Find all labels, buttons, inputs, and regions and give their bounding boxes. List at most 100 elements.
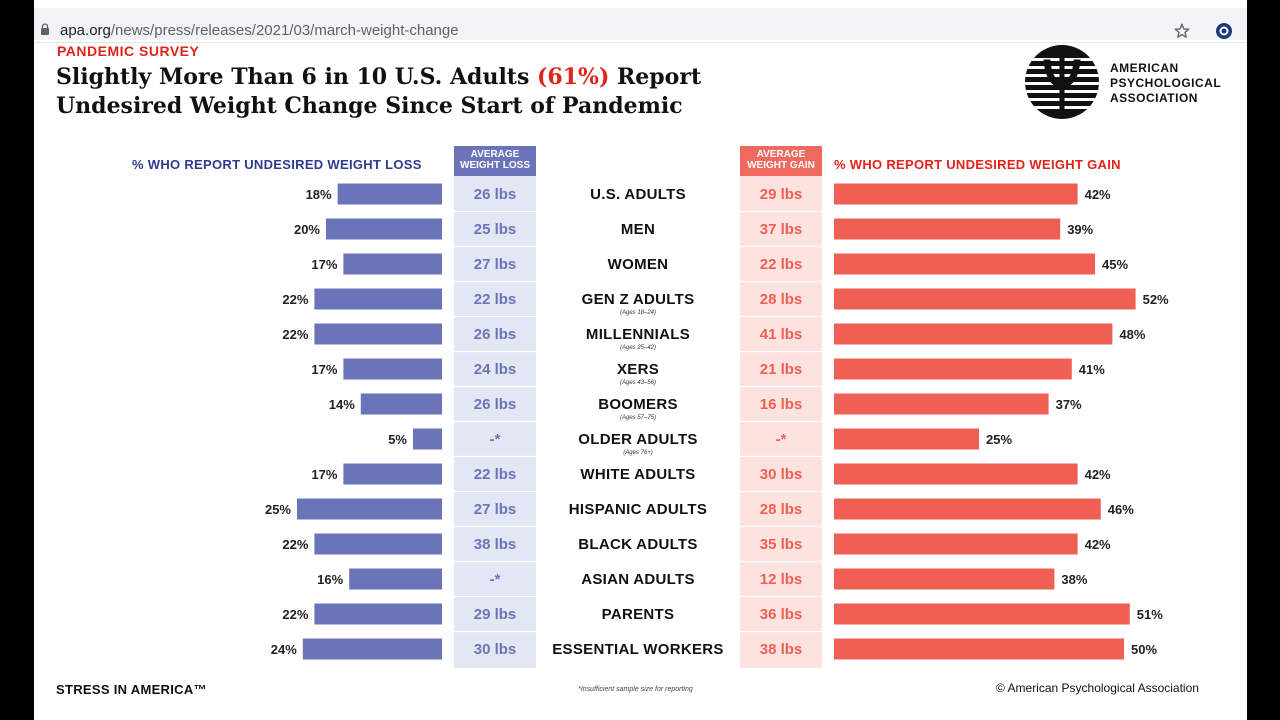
loss-bar [413,428,442,450]
avg-gain-value: 12 lbs [760,571,803,588]
gain-bar [834,358,1072,380]
avg-gain-value: 35 lbs [760,536,803,553]
loss-bar [314,533,442,555]
avg-loss-value: 27 lbs [474,256,517,273]
title-highlight: (61%) [537,64,610,90]
avg-gain-value: 36 lbs [760,606,803,623]
gain-bar [834,603,1130,625]
category-label: XERS [617,361,659,378]
loss-bar [314,323,442,345]
gain-value-label: 48% [1119,327,1145,342]
avg-loss-value: 24 lbs [474,361,517,378]
loss-bar [349,568,442,590]
loss-bar [302,638,442,660]
loss-column-header: % WHO REPORT UNDESIRED WEIGHT LOSS [132,157,422,172]
avg-gain-header: AVERAGE WEIGHT GAIN [740,146,822,176]
category-label: BLACK ADULTS [578,536,697,553]
category-label: GEN Z ADULTS [582,291,695,308]
weight-change-chart: 18% 26 lbs U.S. ADULTS 29 lbs 42% 20% 25 lbs ME… [265,183,1169,660]
loss-bar [337,183,442,205]
loss-value-label: 22% [282,537,308,552]
gain-bar [834,498,1101,520]
category-label: WHITE ADULTS [580,466,695,483]
category-label: HISPANIC ADULTS [569,501,707,518]
gain-column-header: % WHO REPORT UNDESIRED WEIGHT GAIN [834,157,1121,172]
url-text[interactable]: apa.org/news/press/releases/2021/03/marc… [60,22,459,39]
gain-value-label: 42% [1085,537,1111,552]
category-label: ESSENTIAL WORKERS [552,641,724,658]
apa-logo-icon [1025,45,1099,119]
gain-value-label: 52% [1143,292,1169,307]
gain-bar [834,428,979,450]
avg-gain-value: 41 lbs [760,326,803,343]
loss-bar [314,603,442,625]
browser-address-bar: apa.org/news/press/releases/2021/03/marc… [34,0,1247,43]
avg-gain-value: 38 lbs [760,641,803,658]
loss-value-label: 5% [388,432,407,447]
loss-value-label: 17% [311,362,337,377]
avg-loss-value: 22 lbs [474,466,517,483]
avg-gain-value: 30 lbs [760,466,803,483]
footnote: *Insufficient sample size for reporting [578,686,693,693]
title-post: Report [609,64,702,90]
gain-bar [834,533,1078,555]
avg-loss-value: 26 lbs [474,396,517,413]
category-label: BOOMERS [598,396,678,413]
avg-loss-value: -* [490,431,501,448]
gain-value-label: 25% [986,432,1012,447]
url-domain: apa.org [60,22,111,39]
category-sublabel: (Ages 18–24) [620,310,656,316]
avg-gain-value: -* [776,431,787,448]
avg-loss-value: -* [490,571,501,588]
gain-bar [834,253,1095,275]
loss-bar [360,393,442,415]
avg-loss-value: 22 lbs [474,291,517,308]
category-sublabel: (Ages 25–42) [620,345,656,351]
avg-loss-header: AVERAGE WEIGHT LOSS [454,146,536,176]
avg-loss-value: 27 lbs [474,501,517,518]
title-line-2: Undesired Weight Change Since Start of P… [56,93,683,119]
avg-loss-value: 25 lbs [474,221,517,238]
category-label: OLDER ADULTS [578,431,697,448]
gain-bar [834,183,1078,205]
loss-bar [297,498,442,520]
avg-gain-header-line2: WEIGHT GAIN [747,160,815,171]
url-box[interactable]: apa.org/news/press/releases/2021/03/marc… [34,8,1247,40]
extension-icon[interactable] [1214,21,1234,41]
apa-name-line3: ASSOCIATION [1110,91,1198,105]
lock-icon[interactable] [40,23,50,35]
loss-value-label: 22% [282,607,308,622]
gain-bar [834,323,1113,345]
gain-bar [834,638,1124,660]
loss-value-label: 17% [311,467,337,482]
loss-bar [343,253,442,275]
loss-bar [343,463,442,485]
apa-name-line2: PSYCHOLOGICAL [1110,76,1222,90]
loss-value-label: 17% [311,257,337,272]
loss-value-label: 22% [282,292,308,307]
gain-value-label: 38% [1061,572,1087,587]
loss-bar [343,358,442,380]
gain-value-label: 39% [1067,222,1093,237]
category-sublabel: (Ages 43–56) [620,380,656,386]
footer-brand: STRESS IN AMERICA™ [56,682,207,697]
gain-value-label: 37% [1056,397,1082,412]
gain-bar [834,463,1078,485]
loss-bar [326,218,442,240]
bookmark-star-icon[interactable] [1173,22,1191,40]
title-pre: Slightly More Than 6 in 10 U.S. Adults [56,64,538,90]
gain-value-label: 51% [1137,607,1163,622]
loss-value-label: 25% [265,502,291,517]
category-label: WOMEN [608,256,669,273]
category-label: MEN [621,221,655,238]
avg-loss-value: 26 lbs [474,326,517,343]
url-path: /news/press/releases/2021/03/march-weigh… [110,22,459,39]
gain-value-label: 41% [1079,362,1105,377]
avg-loss-value: 29 lbs [474,606,517,623]
avg-gain-value: 29 lbs [760,186,803,203]
gain-bar [834,568,1055,590]
gain-bar [834,288,1136,310]
avg-loss-value: 38 lbs [474,536,517,553]
gain-value-label: 46% [1108,502,1134,517]
gain-bar [834,393,1049,415]
